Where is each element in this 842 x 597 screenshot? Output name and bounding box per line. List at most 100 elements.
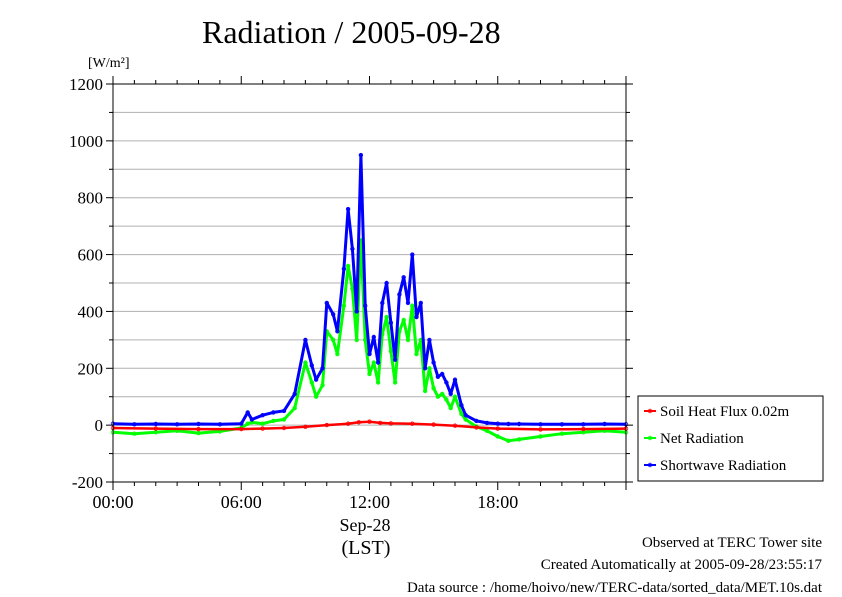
data-point: [440, 391, 445, 397]
grid-lines: [113, 111, 626, 455]
data-point: [410, 303, 415, 308]
data-point: [356, 420, 361, 425]
data-point: [260, 426, 265, 431]
data-point: [414, 314, 419, 320]
data-point: [516, 437, 522, 442]
data-point: [452, 423, 458, 428]
data-point: [260, 413, 265, 418]
data-point: [331, 312, 336, 317]
data-point: [354, 337, 359, 343]
y-tick-label: 0: [95, 416, 104, 435]
data-point: [196, 430, 201, 436]
data-point: [271, 418, 276, 424]
legend-swatch-marker: [647, 462, 653, 468]
data-point: [474, 425, 479, 430]
data-point: [422, 366, 428, 371]
data-point: [292, 391, 297, 397]
data-point: [281, 425, 287, 431]
data-point: [324, 422, 329, 428]
data-point: [459, 403, 464, 408]
footer-created-note: Created Automatically at 2005-09-28/23:5…: [540, 557, 822, 573]
data-point: [559, 422, 565, 427]
chart-title: Radiation / 2005-09-28: [202, 14, 501, 50]
data-point: [371, 334, 376, 340]
data-point: [410, 421, 415, 426]
data-point: [463, 417, 468, 422]
data-point: [506, 438, 511, 443]
data-point: [303, 424, 308, 429]
data-point: [418, 300, 423, 306]
data-point: [375, 380, 381, 385]
y-axis-unit-label: [W/m²]: [88, 56, 130, 71]
data-point: [153, 426, 158, 431]
data-point: [367, 351, 372, 357]
data-point: [392, 380, 398, 385]
data-point: [345, 421, 351, 426]
data-point: [239, 426, 244, 432]
data-point: [431, 386, 436, 391]
data-point: [538, 434, 543, 439]
data-point: [341, 303, 347, 308]
data-point: [435, 374, 441, 379]
data-point: [239, 421, 244, 426]
legend-entry-label: Net Radiation: [660, 431, 744, 447]
data-point: [427, 366, 432, 371]
data-point: [363, 303, 368, 308]
legend: Soil Heat Flux 0.02m Net Radiation Shortwa…: [637, 395, 824, 482]
data-point: [506, 421, 511, 427]
data-point: [495, 421, 500, 426]
data-point: [581, 422, 586, 427]
data-point: [384, 280, 389, 286]
data-point: [384, 314, 389, 320]
data-point: [350, 246, 355, 252]
x-tick-label: 18:00: [477, 492, 518, 512]
data-point: [444, 397, 449, 402]
data-point: [401, 275, 406, 280]
data-point: [371, 360, 376, 365]
data-point: [196, 426, 201, 432]
data-point: [313, 394, 319, 399]
series-lines: [110, 152, 629, 443]
data-point: [581, 426, 586, 432]
data-point: [132, 431, 137, 436]
data-point: [581, 430, 586, 435]
data-point: [367, 419, 372, 424]
legend-entry-label: Shortwave Radiation: [660, 458, 787, 474]
data-point: [354, 309, 359, 314]
data-point: [378, 420, 383, 426]
data-point: [309, 380, 314, 385]
data-point: [602, 421, 607, 427]
data-point: [440, 371, 445, 377]
data-point: [414, 351, 419, 357]
x-axis-date-label: Sep-28: [339, 515, 391, 535]
data-point: [313, 377, 319, 382]
data-point: [335, 329, 340, 334]
data-point: [375, 360, 381, 365]
data-point: [331, 337, 336, 343]
data-point: [345, 263, 351, 269]
data-point: [320, 383, 325, 388]
data-point: [410, 252, 415, 257]
data-point: [309, 363, 314, 368]
data-point: [435, 394, 441, 399]
data-point: [132, 422, 137, 427]
axis-ticks: -200 0 200 400 600 800 1000 1200 00:00 06:00 12:00…: [69, 75, 633, 512]
data-point: [249, 417, 255, 422]
data-point: [281, 408, 287, 414]
data-point: [444, 380, 449, 385]
data-point: [405, 337, 411, 343]
data-point: [484, 420, 490, 426]
x-axis-timezone-label: (LST): [341, 537, 391, 559]
footer-site-note: Observed at TERC Tower site: [641, 535, 822, 551]
footer-data-source: Data source : /home/hoivo/new/TERC-data/…: [406, 580, 822, 596]
data-point: [281, 417, 287, 422]
x-tick-label: 00:00: [92, 492, 133, 512]
data-point: [448, 405, 453, 411]
series-line-net-radiation: [112, 238, 627, 443]
data-point: [341, 266, 347, 271]
x-tick-label: 12:00: [349, 492, 390, 512]
series-line-soil-heat-flux: [112, 420, 627, 431]
data-point: [303, 360, 308, 365]
data-point: [431, 422, 436, 427]
